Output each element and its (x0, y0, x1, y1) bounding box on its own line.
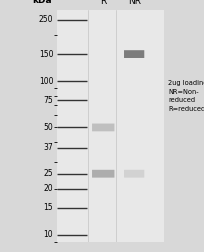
Text: 15: 15 (43, 203, 53, 212)
FancyBboxPatch shape (92, 123, 114, 131)
Text: 25: 25 (43, 169, 53, 178)
Text: 2ug loading
NR=Non-
reduced
R=reduced: 2ug loading NR=Non- reduced R=reduced (167, 80, 204, 111)
Text: kDa: kDa (32, 0, 52, 5)
Text: 20: 20 (43, 184, 53, 193)
Text: 37: 37 (43, 143, 53, 152)
FancyBboxPatch shape (123, 50, 144, 58)
Text: 75: 75 (43, 96, 53, 105)
Text: 100: 100 (39, 77, 53, 86)
Text: 50: 50 (43, 123, 53, 132)
Text: R: R (100, 0, 106, 6)
FancyBboxPatch shape (123, 170, 144, 178)
Text: 10: 10 (43, 230, 53, 239)
Text: 250: 250 (39, 15, 53, 24)
FancyBboxPatch shape (92, 170, 114, 178)
Text: 150: 150 (39, 50, 53, 59)
Text: NR: NR (127, 0, 140, 6)
